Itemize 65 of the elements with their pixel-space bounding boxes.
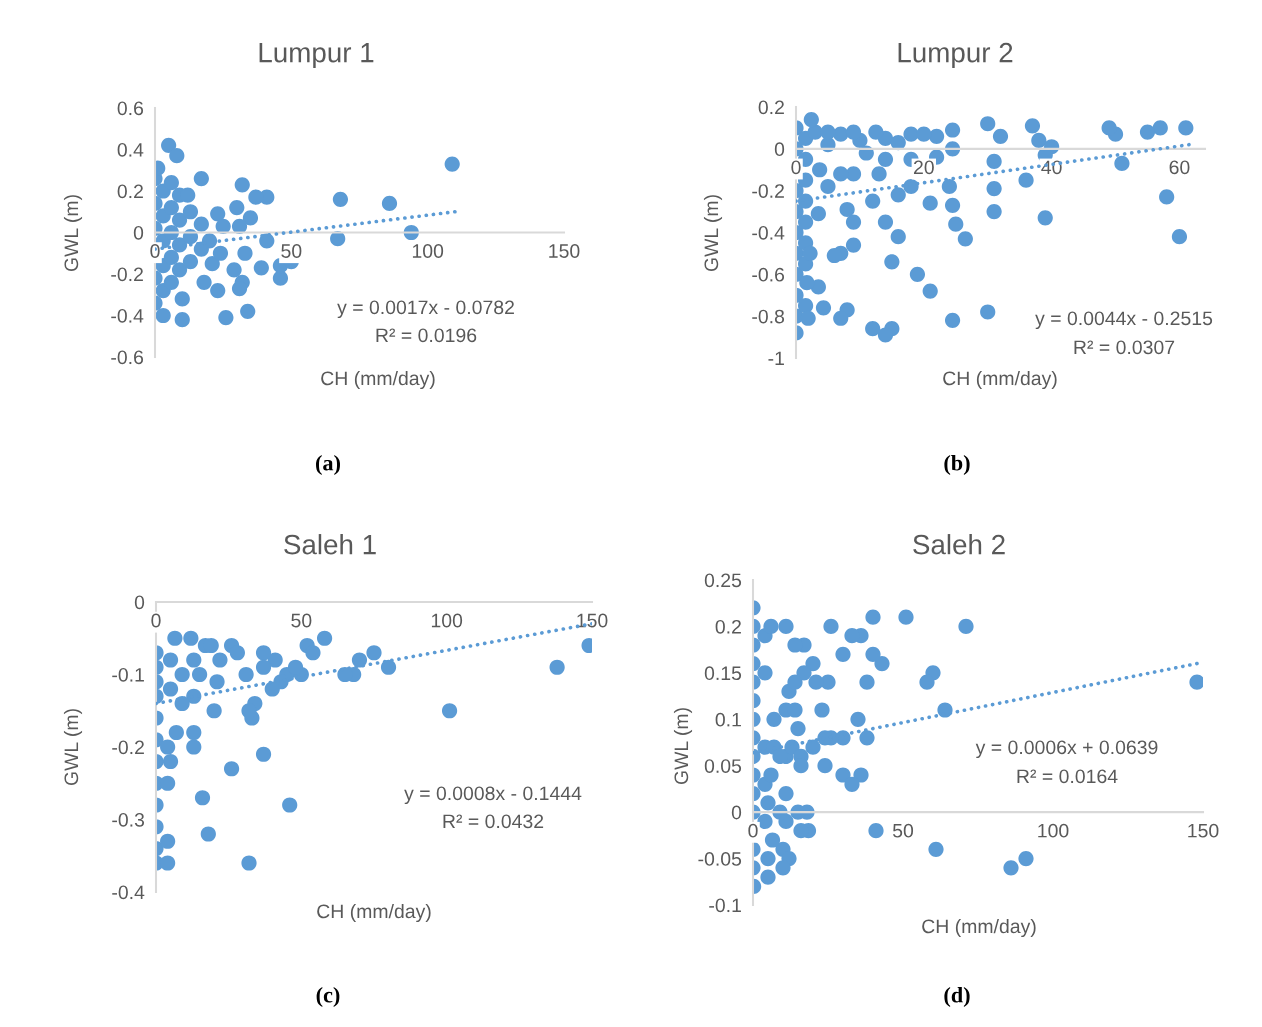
chart-title: Saleh 1 <box>284 534 376 555</box>
chart-title: Saleh 2 <box>913 534 1005 555</box>
y-tick-label: -0.4 <box>752 225 785 240</box>
x-tick-label: 100 <box>1038 823 1069 838</box>
y-tick-label: -0.6 <box>752 267 785 282</box>
x-tick-label: 50 <box>892 823 914 838</box>
y-tick-label: -0.1 <box>709 898 741 913</box>
y-axis-title: GWL (m) <box>63 195 83 272</box>
y-tick-label: 0 <box>134 595 145 610</box>
x-axis-title: CH (mm/day) <box>321 370 435 390</box>
annotation: R² = 0.0164 <box>1017 769 1118 784</box>
chart-title: Lumpur 2 <box>898 42 1013 68</box>
x-tick-label: 150 <box>1188 823 1219 838</box>
y-axis-title: GWL (m) <box>673 708 693 785</box>
y-tick-label: -0.2 <box>111 267 143 282</box>
text: (a) <box>316 454 340 476</box>
chart-title: Lumpur 1 <box>259 43 374 68</box>
y-tick-label: 0.6 <box>117 101 144 116</box>
x-axis-title: CH (mm/day) <box>943 370 1057 390</box>
text: (b) <box>944 454 970 476</box>
y-tick-label: 0.15 <box>704 666 742 681</box>
y-tick-label: 0 <box>731 805 742 820</box>
x-tick-label: 0 <box>791 160 801 175</box>
x-tick-label: 0 <box>151 613 161 628</box>
y-tick-label: 0.2 <box>117 184 143 199</box>
y-axis-title: GWL (m) <box>703 195 723 272</box>
y-tick-label: -0.6 <box>111 350 144 365</box>
text: (d) <box>944 986 970 1008</box>
annotation: R² = 0.0432 <box>443 814 544 829</box>
y-tick-label: 0 <box>774 142 785 157</box>
y-tick-label: -0.8 <box>752 309 785 324</box>
y-tick-label: 0 <box>133 225 144 240</box>
annotation: y = 0.0044x - 0.2515 <box>1035 311 1213 330</box>
y-tick-label: -1 <box>768 351 784 366</box>
y-tick-label: -0.1 <box>112 667 144 682</box>
y-tick-label: 0.2 <box>758 100 784 115</box>
annotation: y = 0.0017x - 0.0782 <box>337 300 514 319</box>
annotation: R² = 0.0307 <box>1074 340 1175 355</box>
x-axis-title: CH (mm/day) <box>317 903 431 923</box>
y-tick-label: -0.2 <box>112 740 144 755</box>
annotation: y = 0.0008x - 0.1444 <box>404 786 582 805</box>
x-tick-label: 60 <box>1169 160 1190 175</box>
x-tick-label: 100 <box>431 613 463 628</box>
text: (c) <box>316 986 340 1008</box>
x-tick-label: 100 <box>412 244 444 258</box>
y-tick-label: 0.25 <box>704 573 742 588</box>
x-tick-label: 50 <box>281 244 302 258</box>
x-tick-label: 20 <box>913 160 934 175</box>
y-axis-title: GWL (m) <box>63 709 83 786</box>
y-tick-label: 0.05 <box>704 759 742 773</box>
x-tick-label: 150 <box>549 244 580 258</box>
y-tick-label: -0.3 <box>112 812 145 827</box>
annotation: y = 0.0006x + 0.0639 <box>975 740 1158 759</box>
x-tick-label: 0 <box>150 244 160 258</box>
y-tick-label: 0.1 <box>715 712 741 727</box>
y-tick-label: 0.2 <box>715 619 741 634</box>
x-axis-title: CH (mm/day) <box>922 918 1036 938</box>
annotation: R² = 0.0196 <box>376 328 477 343</box>
x-tick-label: 50 <box>291 613 312 628</box>
y-tick-label: -0.4 <box>111 308 144 323</box>
x-tick-label: 150 <box>577 613 608 628</box>
y-tick-label: -0.4 <box>112 885 145 900</box>
y-tick-label: 0.4 <box>117 142 144 157</box>
y-tick-label: -0.2 <box>752 184 784 198</box>
y-tick-label: -0.05 <box>698 852 742 866</box>
